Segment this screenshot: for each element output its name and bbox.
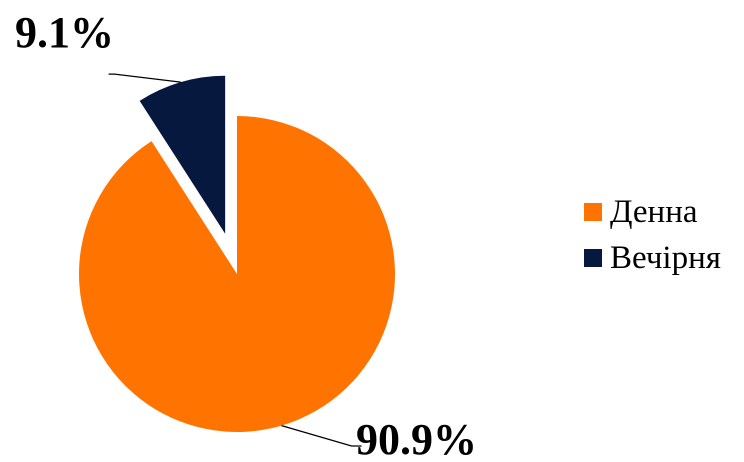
leader-lines	[108, 73, 362, 447]
legend-swatch-denna	[584, 203, 602, 221]
pie-slice-denna	[78, 116, 395, 433]
legend-item-vechirnya: Вечірня	[584, 235, 734, 281]
pie-slice-vechirnya	[139, 75, 226, 234]
pie-slices	[78, 75, 395, 433]
legend-label-denna: Денна	[610, 193, 698, 230]
leader-line-vechirnya	[108, 73, 181, 83]
legend-label-vechirnya: Вечірня	[610, 239, 721, 276]
data-label-vechirnya: 9.1%	[15, 8, 114, 57]
legend-item-denna: Денна	[584, 189, 734, 235]
legend: Денна Вечірня	[584, 189, 734, 281]
data-labels: 90.9% 9.1%	[15, 8, 477, 462]
legend-swatch-vechirnya	[584, 249, 602, 267]
leader-line-denna	[281, 424, 362, 447]
data-label-denna: 90.9%	[356, 415, 477, 462]
